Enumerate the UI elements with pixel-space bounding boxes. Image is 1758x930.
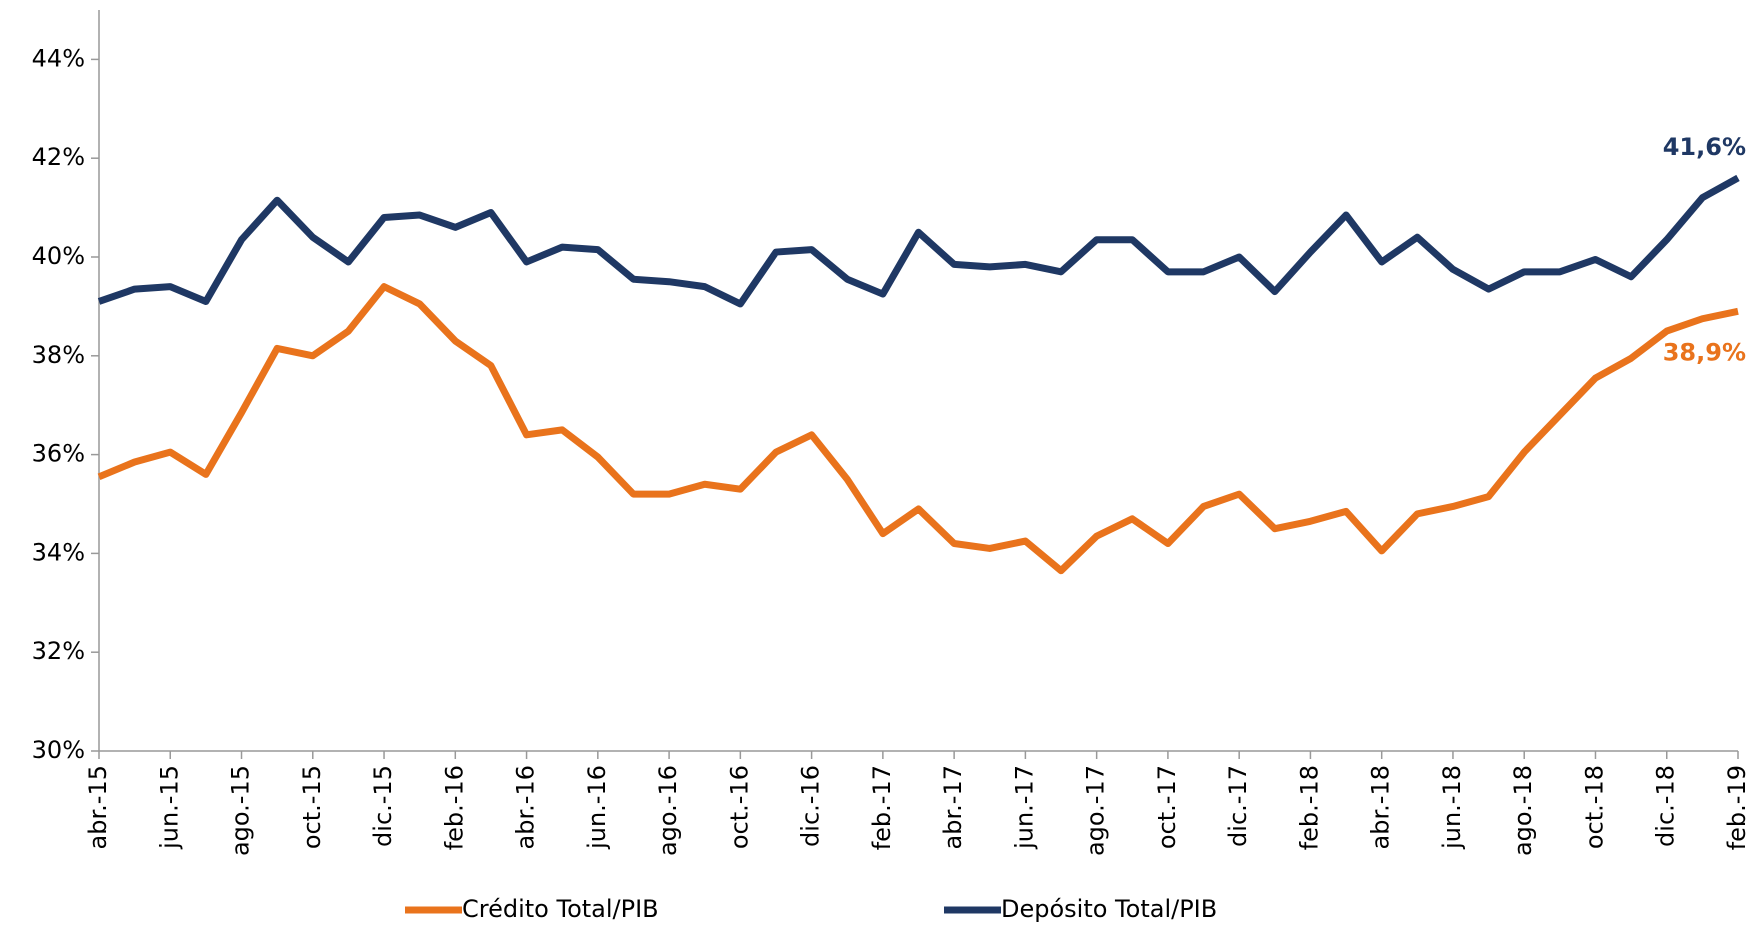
x-tick-label: ago.-18 [1509, 765, 1537, 856]
x-tick-label: jun.-17 [1010, 765, 1038, 850]
x-tick-label: dic.-17 [1224, 765, 1252, 847]
x-tick-label: abr.-17 [939, 765, 967, 849]
x-tick-label: oct.-16 [725, 765, 753, 849]
x-tick-label: ago.-15 [227, 765, 255, 856]
y-tick-label: 38% [32, 341, 85, 369]
x-tick-label: feb.-18 [1295, 765, 1323, 850]
x-tick-label: jun.-18 [1438, 765, 1466, 850]
series-line [97, 174, 1740, 308]
y-tick-label: 32% [32, 637, 85, 665]
legend-label: Crédito Total/PIB [462, 895, 659, 923]
x-tick-label: jun.-15 [155, 765, 183, 850]
y-tick-label: 40% [32, 242, 85, 270]
x-tick-label: oct.-17 [1153, 765, 1181, 849]
y-tick-label: 34% [32, 538, 85, 566]
y-tick-label: 36% [32, 440, 85, 468]
legend-label: Depósito Total/PIB [1001, 895, 1217, 923]
x-tick-label: abr.-16 [512, 765, 540, 849]
x-tick-label: ago.-16 [654, 765, 682, 856]
data-label: 38,9% [1663, 338, 1746, 366]
x-tick-label: oct.-15 [298, 765, 326, 849]
y-tick-label: 42% [32, 143, 85, 171]
x-tick-label: feb.-19 [1723, 765, 1751, 850]
x-tick-label: dic.-18 [1652, 765, 1680, 847]
series-line [97, 283, 1739, 575]
x-tick-label: jun.-16 [583, 765, 611, 850]
x-tick-label: abr.-15 [84, 765, 112, 849]
x-tick-label: abr.-18 [1367, 765, 1395, 849]
y-tick-label: 30% [32, 736, 85, 764]
x-tick-label: feb.-17 [868, 765, 896, 850]
x-tick-label: dic.-16 [797, 765, 825, 847]
x-tick-label: dic.-15 [369, 765, 397, 847]
x-tick-label: ago.-17 [1082, 765, 1110, 856]
data-label: 41,6% [1663, 133, 1746, 161]
y-tick-label: 44% [32, 44, 85, 72]
x-tick-label: feb.-16 [440, 765, 468, 850]
x-tick-label: oct.-18 [1580, 765, 1608, 849]
